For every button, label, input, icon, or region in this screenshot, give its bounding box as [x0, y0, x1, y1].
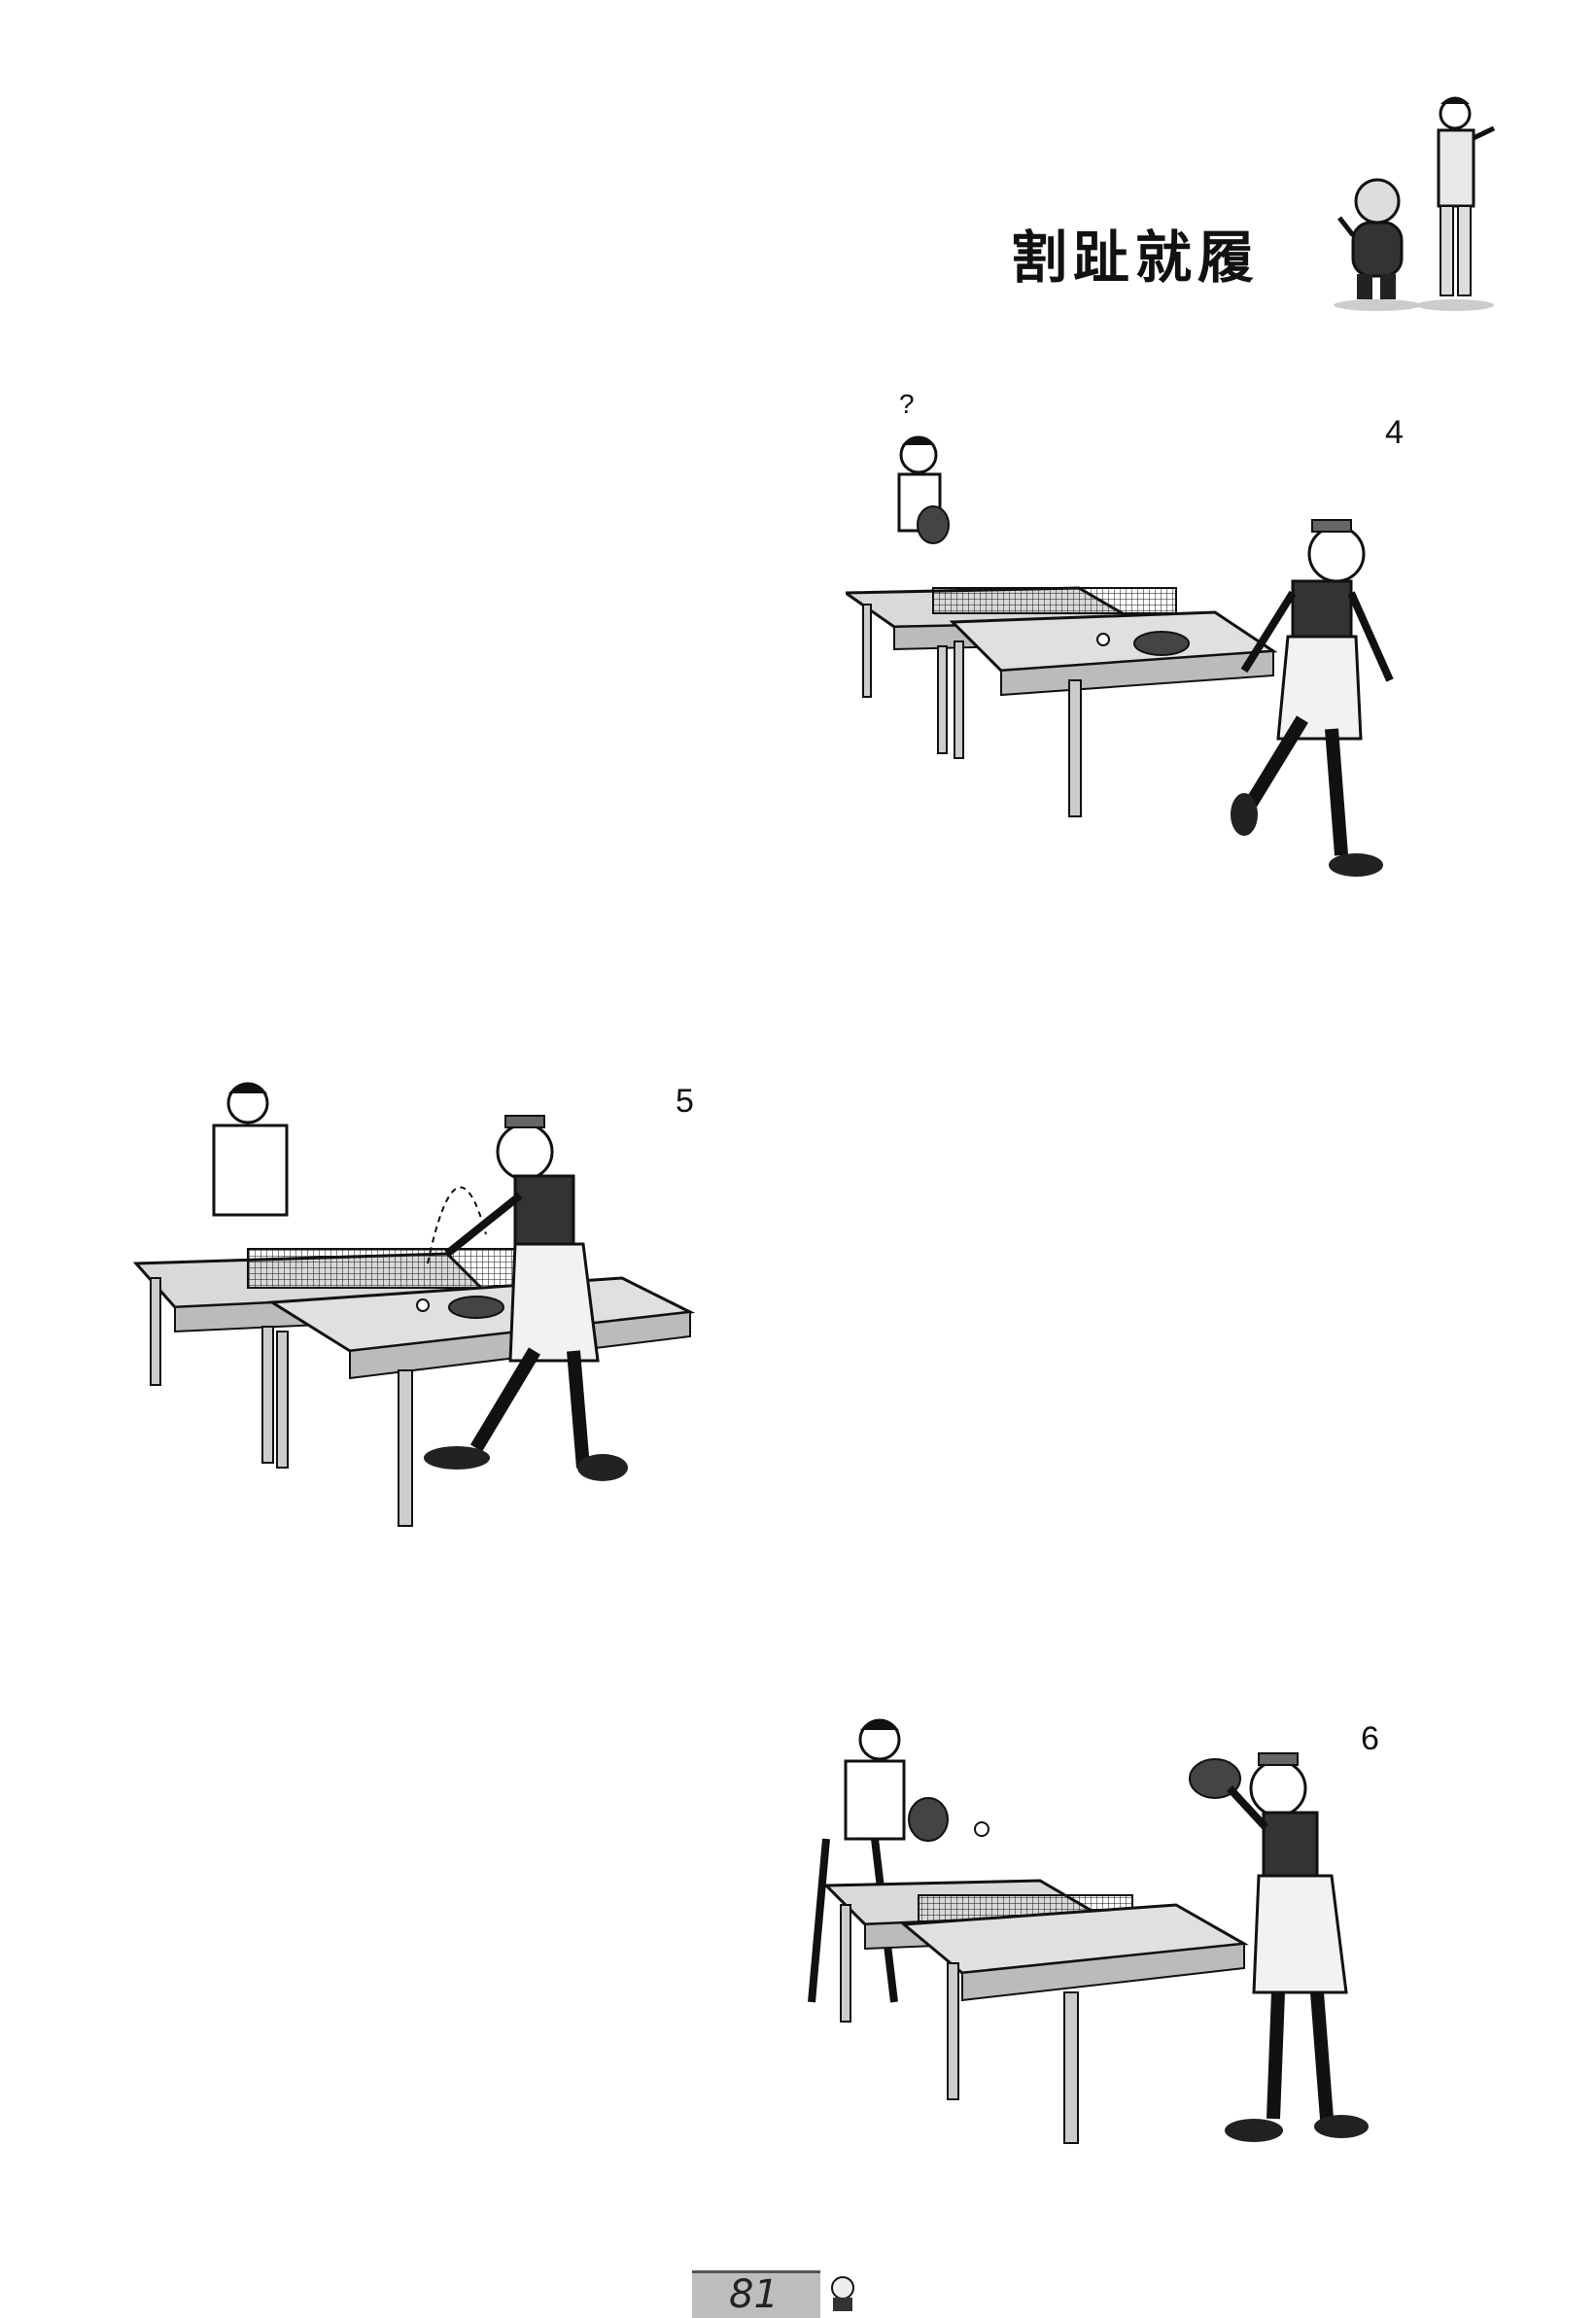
page-title: 割趾就履 [1011, 225, 1261, 291]
comic-panel-6: 6 [787, 1711, 1409, 2177]
ping-pong-scene-illustration [846, 435, 1394, 877]
panel-number: 6 [1361, 1720, 1379, 1757]
page-footer: 81 [692, 2270, 859, 2318]
comic-panel-4: 4 ? [846, 389, 1419, 914]
cartoon-face-icon [828, 2274, 857, 2317]
page-number: 81 [729, 2272, 779, 2317]
two-cartoon-characters-icon [1334, 89, 1509, 313]
question-mark: ? [899, 389, 915, 419]
comic-panel-5: 5 [126, 1069, 748, 1574]
page-number-badge [692, 2270, 820, 2318]
ping-pong-scene-illustration [808, 1718, 1369, 2144]
panel-number: 4 [1385, 414, 1404, 451]
panel-number: 5 [676, 1083, 694, 1120]
ping-pong-scene-illustration [132, 1082, 696, 1527]
